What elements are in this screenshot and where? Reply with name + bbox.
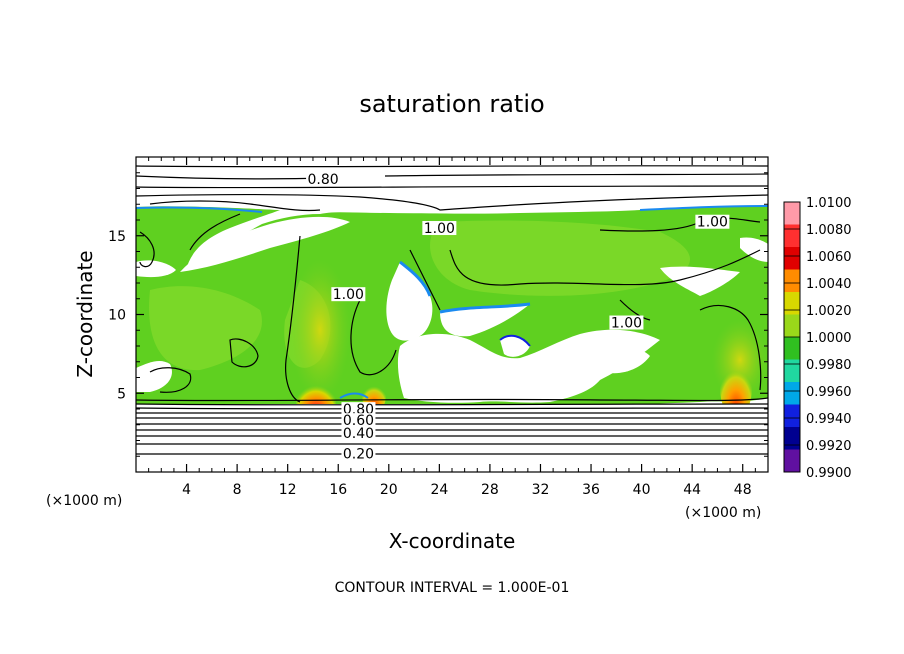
- x-tick-label: 32: [532, 482, 550, 498]
- x-tick-label: 4: [182, 482, 191, 498]
- contour-label: 1.00: [611, 316, 642, 332]
- y-axis-label: Z-coordinate: [73, 250, 97, 377]
- colorbar-swatch: [784, 224, 800, 248]
- contour-label: 1.00: [424, 221, 455, 237]
- colorbar-swatch: [784, 247, 800, 270]
- colorbar-label: 0.9940: [806, 412, 852, 427]
- colorbar-label: 1.0060: [806, 250, 852, 265]
- colorbar-swatch: [784, 449, 800, 473]
- y-tick-label: 10: [108, 308, 126, 324]
- colorbar-swatch: [784, 382, 800, 405]
- contour-label: 1.00: [697, 215, 728, 231]
- chart-title: saturation ratio: [359, 90, 544, 118]
- colorbar-swatch: [784, 292, 800, 315]
- contour-label-bg: [341, 402, 376, 417]
- contour-label-bg: [331, 287, 366, 302]
- colorbar-swatch: [784, 202, 800, 225]
- colorbar-label: 0.9980: [806, 358, 852, 373]
- x-tick-label: 20: [380, 482, 398, 498]
- x-tick-label: 48: [734, 482, 752, 498]
- contour-label-bg: [341, 413, 376, 428]
- x-axis-label: X-coordinate: [389, 529, 516, 553]
- contour-label: 0.80: [307, 172, 338, 188]
- colorbar-label: 0.9960: [806, 385, 852, 400]
- colorbar-label: 0.9920: [806, 439, 852, 454]
- colorbar-label: 0.9900: [806, 466, 852, 481]
- colorbar-swatch: [784, 314, 800, 338]
- x-tick-label: 16: [329, 482, 347, 498]
- colorbar-label: 1.0080: [806, 223, 852, 238]
- y-tick-label: 5: [117, 386, 126, 402]
- contour-label: 0.40: [343, 426, 374, 442]
- contour-label-bg: [341, 425, 376, 440]
- y-tick-label: 15: [108, 229, 126, 245]
- contour-label-bg: [695, 214, 730, 229]
- x-unit-right: (×1000 m): [685, 505, 761, 521]
- colorbar-swatch: [784, 337, 800, 360]
- colorbar-label: 1.0040: [806, 277, 852, 292]
- contour-label: 1.00: [333, 287, 364, 303]
- x-unit-left: (×1000 m): [46, 493, 122, 509]
- x-axis: 4 8 12 16 20 24 28 32 36 40 44 48: [148, 157, 756, 498]
- x-tick-label: 40: [633, 482, 651, 498]
- y-axis: 5 10 15: [108, 172, 768, 457]
- contour-labels: 0.801.00 1.001.001.000.800.600.400.20: [306, 172, 730, 462]
- colorbar-swatch: [784, 427, 800, 450]
- x-tick-label: 12: [279, 482, 297, 498]
- colorbar-swatch: [784, 404, 800, 428]
- contour-label-bg: [306, 172, 341, 187]
- colorbar-swatch: [784, 269, 800, 293]
- x-tick-label: 36: [582, 482, 600, 498]
- colorbar-label: 1.0100: [806, 196, 852, 211]
- contour-label: 0.60: [343, 413, 374, 429]
- x-tick-label: 24: [430, 482, 448, 498]
- contour-label-bg: [609, 315, 644, 330]
- x-tick-label: 8: [233, 482, 242, 498]
- colorbar-swatch: [784, 359, 800, 383]
- contour-label-bg: [341, 446, 376, 461]
- colorbar: 1.0100 1.0080 1.0060 1.0040 1.0020 1.0000 0.99…: [783, 196, 852, 481]
- x-tick-label: 28: [481, 482, 499, 498]
- x-tick-label: 44: [683, 482, 701, 498]
- contour-field: 0.801.00 1.001.001.000.800.600.400.20: [136, 157, 768, 472]
- colorbar-label: 1.0000: [806, 331, 852, 346]
- contour-label: 0.20: [343, 446, 374, 462]
- contour-label-bg: [422, 221, 457, 236]
- contour-interval-note: CONTOUR INTERVAL = 1.000E-01: [335, 580, 570, 596]
- colorbar-label: 1.0020: [806, 304, 852, 319]
